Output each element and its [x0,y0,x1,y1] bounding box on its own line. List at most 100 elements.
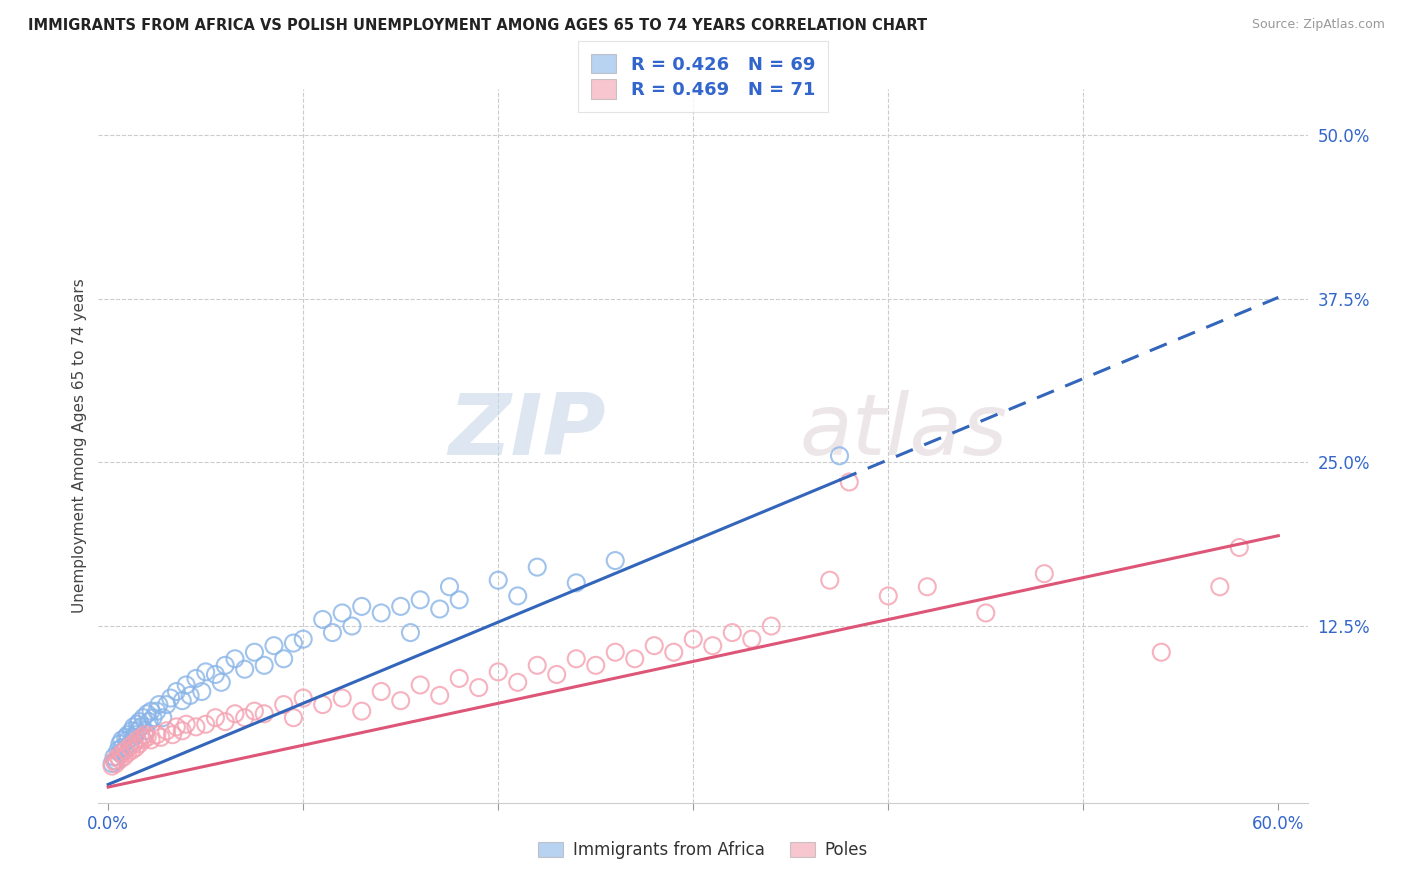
Point [174,678,197,692]
Point [526,560,548,574]
Point [117,733,139,747]
Point [330,691,353,706]
Point [761,619,783,633]
Point [292,632,315,647]
Point [104,756,127,771]
Point [134,728,156,742]
Point [117,746,139,760]
Point [429,689,451,703]
Point [174,717,197,731]
Point [152,711,174,725]
Point [273,698,295,712]
Point [312,612,335,626]
Point [128,714,150,729]
Text: ZIP: ZIP [449,390,606,474]
Point [243,704,266,718]
Point [263,639,285,653]
Point [370,606,392,620]
Point [111,746,134,760]
Point [108,753,131,767]
Point [370,684,392,698]
Point [439,580,461,594]
Point [253,658,276,673]
Point [108,737,131,751]
Point [721,625,744,640]
Point [214,658,236,673]
Point [209,675,232,690]
Point [162,728,184,742]
Point [127,717,149,731]
Point [103,750,125,764]
Point [565,652,588,666]
Point [312,698,335,712]
Point [917,580,939,594]
Point [114,731,136,745]
Point [104,754,127,768]
Point [122,731,145,745]
Point [124,728,146,742]
Text: IMMIGRANTS FROM AFRICA VS POLISH UNEMPLOYMENT AMONG AGES 65 TO 74 YEARS CORRELAT: IMMIGRANTS FROM AFRICA VS POLISH UNEMPLO… [28,18,927,33]
Point [134,723,156,738]
Point [179,689,201,703]
Point [136,706,159,721]
Point [146,704,169,718]
Point [184,672,207,686]
Point [818,573,841,587]
Point [828,449,851,463]
Point [191,684,214,698]
Point [605,553,627,567]
Point [204,667,226,681]
Point [449,592,471,607]
Point [350,704,373,718]
Point [702,639,724,653]
Y-axis label: Unemployment Among Ages 65 to 74 years: Unemployment Among Ages 65 to 74 years [72,278,87,614]
Point [1209,580,1232,594]
Point [103,754,125,768]
Point [132,733,155,747]
Point [340,619,363,633]
Point [283,711,305,725]
Point [122,720,145,734]
Point [389,599,412,614]
Point [1033,566,1056,581]
Point [128,737,150,751]
Point [214,714,236,729]
Point [156,698,179,712]
Point [194,717,217,731]
Point [131,731,153,745]
Point [350,599,373,614]
Point [389,694,412,708]
Point [224,652,246,666]
Point [399,625,422,640]
Point [121,723,143,738]
Point [138,714,160,729]
Point [409,678,432,692]
Point [136,731,159,745]
Point [662,645,685,659]
Text: atlas: atlas [800,390,1008,474]
Point [156,723,179,738]
Point [273,652,295,666]
Point [146,728,169,742]
Point [139,704,162,718]
Point [127,733,149,747]
Point [623,652,645,666]
Point [486,573,509,587]
Point [139,733,162,747]
Point [112,750,135,764]
Point [605,645,627,659]
Point [233,711,256,725]
Point [107,750,129,764]
Point [127,723,149,738]
Point [546,667,568,681]
Point [114,743,136,757]
Point [526,658,548,673]
Point [449,672,471,686]
Point [974,606,997,620]
Point [118,739,141,754]
Point [409,592,432,607]
Point [101,759,124,773]
Point [233,662,256,676]
Point [124,740,146,755]
Point [585,658,607,673]
